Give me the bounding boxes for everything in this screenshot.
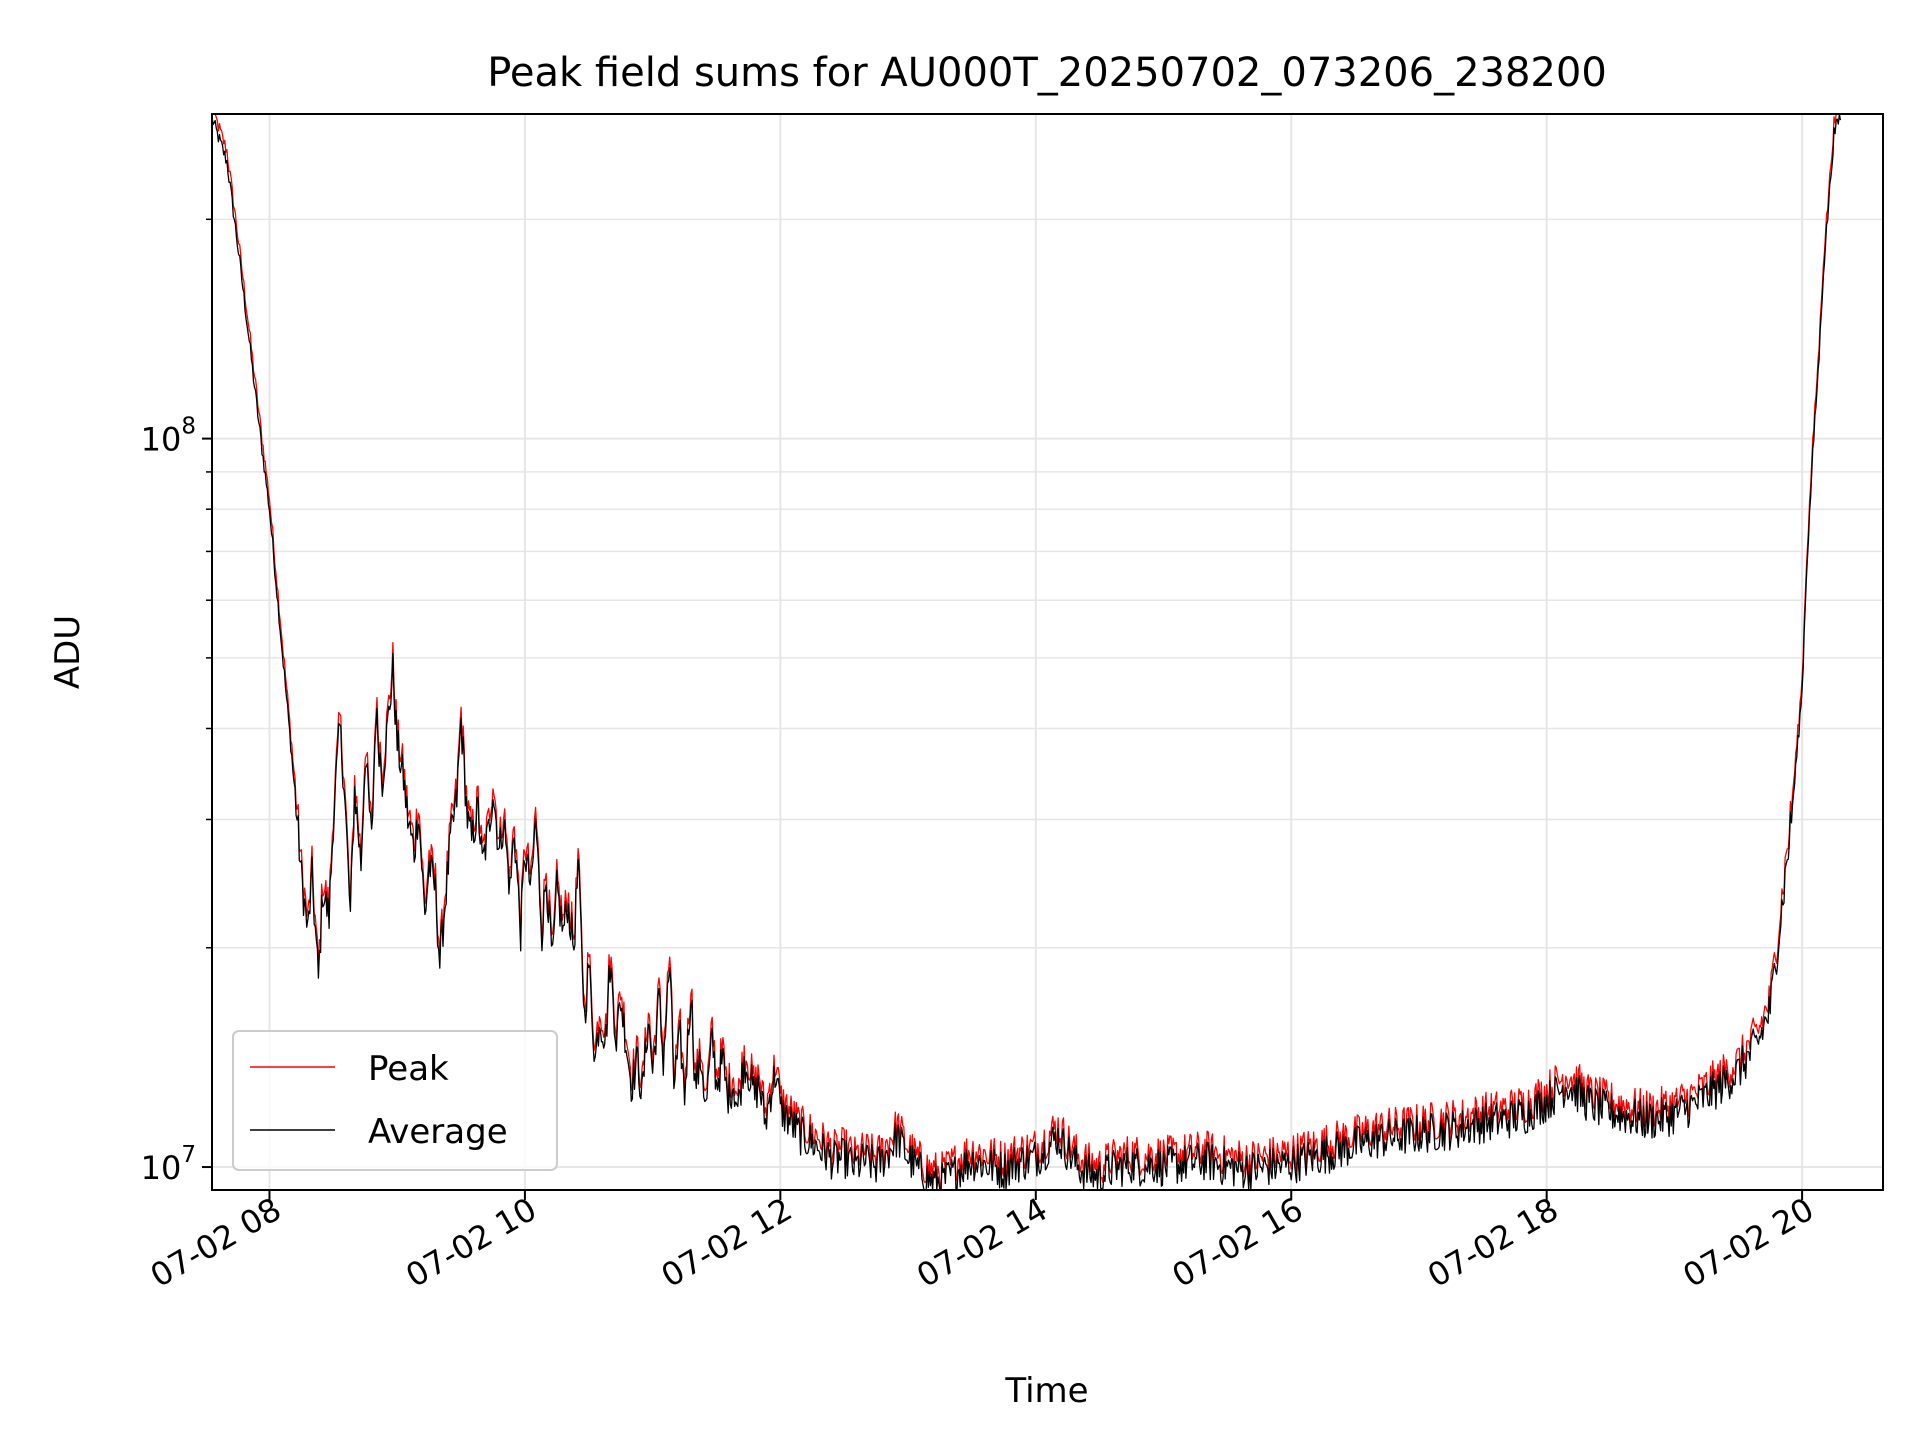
plot-frame <box>211 113 1884 1191</box>
y-tick-label: 108 <box>141 414 196 459</box>
y-tick-exponent: 8 <box>181 414 196 440</box>
legend-label-average: Average <box>368 1112 508 1152</box>
y-tick-base: 10 <box>141 421 182 459</box>
legend-box <box>232 1030 558 1171</box>
chart-title: Peak field sums for AU000T_20250702_0732… <box>487 50 1607 96</box>
y-tick-label: 107 <box>141 1142 196 1187</box>
y-tick-exponent: 7 <box>181 1142 196 1168</box>
y-tick-base: 10 <box>141 1149 182 1187</box>
series-layer <box>211 113 1842 1191</box>
legend: Peak Average <box>232 1030 558 1171</box>
legend-label-peak: Peak <box>368 1049 449 1089</box>
x-axis-label: Time <box>1004 1371 1088 1411</box>
y-axis-label: ADU <box>48 615 88 689</box>
series-line-average <box>211 113 1842 1191</box>
